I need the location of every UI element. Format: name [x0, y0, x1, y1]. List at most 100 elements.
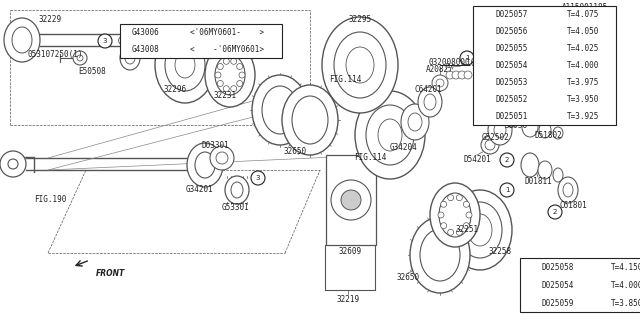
Ellipse shape [322, 17, 398, 113]
Circle shape [210, 146, 234, 170]
Circle shape [438, 212, 444, 218]
Circle shape [452, 71, 460, 79]
Circle shape [230, 86, 237, 92]
Circle shape [98, 34, 112, 48]
Text: D025059: D025059 [541, 299, 573, 308]
Text: 2: 2 [505, 157, 509, 163]
Text: T=3.925: T=3.925 [567, 112, 600, 121]
Ellipse shape [355, 91, 425, 179]
Text: 32231: 32231 [213, 91, 237, 100]
Text: D025054: D025054 [541, 281, 573, 290]
Ellipse shape [165, 39, 205, 91]
Circle shape [230, 58, 237, 64]
Text: 1: 1 [505, 187, 509, 193]
Circle shape [464, 71, 472, 79]
Text: D025056: D025056 [496, 27, 528, 36]
Text: T=3.950: T=3.950 [567, 95, 600, 104]
Text: E50508: E50508 [78, 68, 106, 76]
Circle shape [509, 117, 515, 123]
Circle shape [500, 153, 514, 167]
Text: 32650: 32650 [396, 274, 420, 283]
Text: T=4.150: T=4.150 [611, 262, 640, 271]
Ellipse shape [205, 43, 255, 107]
Text: 38956: 38956 [504, 121, 527, 130]
Circle shape [500, 183, 514, 197]
Ellipse shape [418, 87, 442, 117]
Circle shape [223, 58, 229, 64]
Text: G53301: G53301 [221, 204, 249, 212]
Circle shape [441, 201, 447, 207]
Text: D54201: D54201 [463, 156, 491, 164]
Ellipse shape [539, 122, 551, 138]
Circle shape [460, 51, 474, 65]
Bar [326, 155, 376, 245]
Ellipse shape [125, 52, 135, 64]
Ellipse shape [346, 47, 374, 83]
Text: G52502: G52502 [482, 133, 510, 142]
Ellipse shape [563, 183, 573, 197]
Circle shape [251, 171, 265, 185]
Text: 32219: 32219 [337, 295, 360, 305]
Text: G43008: G43008 [132, 45, 160, 54]
Text: 032008000(4): 032008000(4) [428, 58, 484, 67]
Ellipse shape [187, 143, 223, 187]
Ellipse shape [231, 182, 243, 198]
Ellipse shape [410, 217, 470, 293]
Text: T=4.050: T=4.050 [567, 27, 600, 36]
Text: FIG.114: FIG.114 [329, 76, 361, 84]
Circle shape [237, 64, 243, 69]
Circle shape [218, 80, 223, 86]
Ellipse shape [366, 105, 414, 165]
Circle shape [456, 195, 462, 201]
Circle shape [548, 205, 562, 219]
Text: A20827: A20827 [426, 66, 454, 75]
Circle shape [447, 229, 454, 235]
Circle shape [8, 159, 18, 169]
Ellipse shape [225, 176, 249, 204]
Text: 3: 3 [103, 38, 108, 44]
Circle shape [223, 86, 229, 92]
Ellipse shape [522, 117, 538, 137]
Text: 32229: 32229 [38, 15, 61, 25]
Text: 32609: 32609 [339, 247, 362, 257]
Circle shape [237, 80, 243, 86]
Bar [520, 258, 640, 312]
Bar [473, 6, 616, 125]
Ellipse shape [430, 183, 480, 247]
Ellipse shape [292, 96, 328, 144]
Text: 32295: 32295 [348, 15, 372, 25]
Ellipse shape [262, 86, 298, 134]
Ellipse shape [448, 190, 512, 270]
Ellipse shape [334, 32, 386, 98]
Text: T=3.850: T=3.850 [611, 299, 640, 308]
Text: FRONT: FRONT [95, 268, 125, 277]
Ellipse shape [252, 75, 308, 145]
Ellipse shape [12, 27, 32, 53]
Circle shape [481, 136, 499, 154]
Circle shape [239, 72, 245, 78]
Circle shape [463, 201, 469, 207]
Ellipse shape [4, 18, 40, 62]
Circle shape [456, 229, 462, 235]
Text: T=4.000: T=4.000 [611, 281, 640, 290]
Text: FIG.114: FIG.114 [354, 154, 386, 163]
Text: 2: 2 [553, 209, 557, 215]
Text: FIG.190: FIG.190 [34, 196, 66, 204]
Text: D51802: D51802 [534, 131, 562, 140]
Text: 32251: 32251 [456, 226, 479, 235]
Text: (1)—: (1)— [445, 62, 461, 69]
Text: D025055: D025055 [496, 44, 528, 53]
Circle shape [466, 212, 472, 218]
Text: T=4.075: T=4.075 [567, 10, 600, 19]
Circle shape [216, 152, 228, 164]
Text: C61801: C61801 [559, 201, 587, 210]
Ellipse shape [558, 177, 578, 203]
Text: D025052: D025052 [496, 95, 528, 104]
Bar [120, 24, 282, 58]
Ellipse shape [521, 153, 539, 177]
Ellipse shape [420, 229, 460, 281]
Circle shape [436, 79, 444, 87]
Circle shape [485, 140, 495, 150]
Circle shape [447, 195, 454, 201]
Ellipse shape [458, 202, 502, 258]
